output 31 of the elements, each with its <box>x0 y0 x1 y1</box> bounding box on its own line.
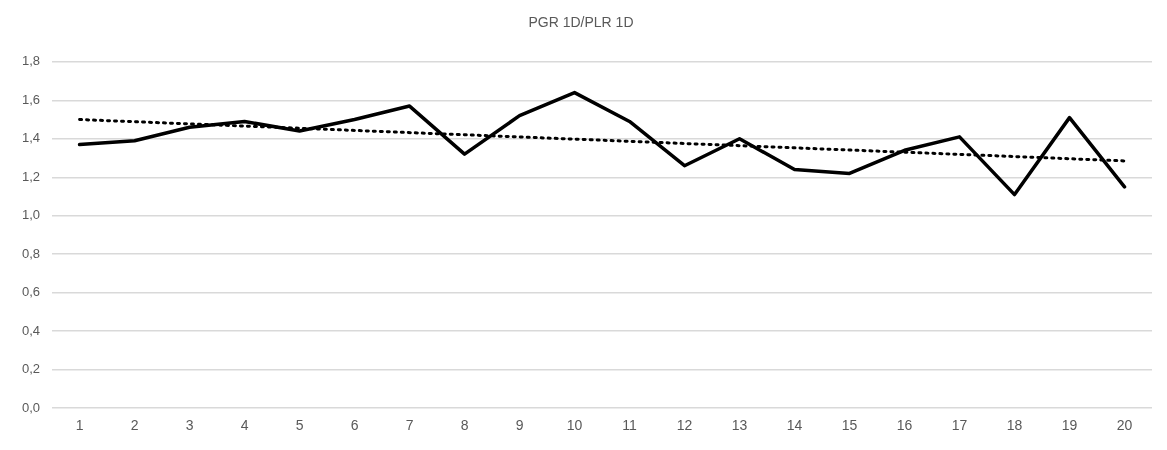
x-tick-label: 20 <box>1116 417 1133 434</box>
x-tick-label: 10 <box>566 417 583 434</box>
y-tick-label: 0,8 <box>21 245 41 261</box>
y-tick-label: 0,2 <box>21 361 41 377</box>
y-tick-label: 1,0 <box>21 207 41 223</box>
x-tick-label: 4 <box>240 417 249 434</box>
x-tick-label: 18 <box>1006 417 1023 434</box>
x-tick-label: 14 <box>786 417 803 434</box>
x-tick-label: 3 <box>185 417 194 434</box>
x-tick-label: 5 <box>295 417 304 434</box>
y-tick-label: 1,2 <box>21 168 41 184</box>
x-tick-label: 7 <box>405 417 414 434</box>
x-tick-label: 17 <box>951 417 968 434</box>
x-tick-label: 12 <box>676 417 693 434</box>
y-tick-label: 0,6 <box>21 284 41 300</box>
x-tick-label: 1 <box>75 417 84 434</box>
y-tick-label: 1,8 <box>21 53 41 69</box>
y-tick-label: 1,6 <box>21 91 41 107</box>
x-tick-label: 13 <box>731 417 748 434</box>
x-tick-label: 11 <box>622 417 638 434</box>
y-tick-label: 0,4 <box>21 322 41 338</box>
chart-title: PGR 1D/PLR 1D <box>528 14 634 31</box>
x-tick-label: 15 <box>841 417 858 434</box>
x-tick-label: 19 <box>1061 417 1078 434</box>
x-tick-label: 8 <box>460 417 469 434</box>
y-tick-label: 0,0 <box>21 399 41 415</box>
x-tick-label: 9 <box>515 417 524 434</box>
x-tick-label: 6 <box>350 417 359 434</box>
x-tick-label: 16 <box>896 417 913 434</box>
x-tick-label: 2 <box>130 417 139 434</box>
y-tick-label: 1,4 <box>21 130 41 146</box>
